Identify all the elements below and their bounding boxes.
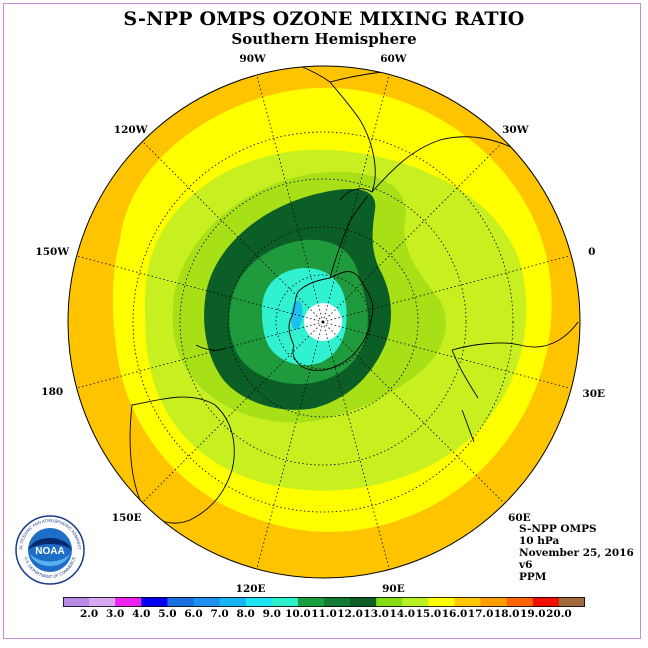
- info-instrument: S-NPP OMPS: [519, 523, 597, 535]
- color-scale-swatch: [454, 597, 482, 607]
- longitude-label: 150W: [35, 245, 70, 258]
- color-scale-swatch: [245, 597, 273, 607]
- noaa-logo: NOAA NATIONAL OCEANIC AND ATMOSPHERIC AD…: [14, 514, 85, 585]
- color-scale-label: 5.0: [158, 608, 177, 620]
- color-scale-swatch: [350, 597, 377, 607]
- color-scale-swatch: [193, 597, 221, 607]
- meridian-line: [322, 321, 571, 389]
- latitude-circle: [227, 226, 419, 418]
- meridian-line: [322, 255, 571, 323]
- color-scale-swatch: [297, 597, 325, 607]
- longitude-label: 180: [41, 386, 64, 399]
- color-scale-label: 17.0: [467, 608, 494, 620]
- info-date: November 25, 2016: [519, 547, 634, 559]
- color-scale-swatch: [324, 597, 351, 607]
- longitude-label: 90E: [382, 582, 405, 595]
- meridian-line: [141, 321, 324, 504]
- meridian-line: [75, 255, 324, 323]
- info-version: v6: [519, 559, 533, 571]
- color-scale-swatch: [219, 597, 247, 607]
- map-subtitle: Southern Hemisphere: [231, 30, 417, 48]
- longitude-label: 30E: [582, 388, 606, 401]
- color-scale-swatch: [376, 597, 403, 607]
- contour-cyan: [262, 268, 347, 366]
- globe-border: [67, 65, 581, 579]
- color-scale-swatch: [167, 597, 194, 607]
- longitude-label: 90W: [239, 53, 266, 66]
- longitude-label: 120W: [113, 123, 148, 136]
- figure-frame: [3, 3, 641, 639]
- meridian-line: [322, 321, 390, 570]
- info-units: PPM: [519, 571, 547, 583]
- color-scale-label: 13.0: [363, 608, 389, 620]
- meridian-line: [322, 321, 505, 504]
- meridian-line: [322, 140, 505, 323]
- color-scale-swatch: [63, 597, 90, 607]
- color-scale-swatch: [402, 597, 429, 607]
- color-scale-label: 16.0: [441, 608, 468, 620]
- latitude-circle: [275, 274, 371, 370]
- color-scale-label: 10.0: [285, 608, 311, 620]
- color-scale-label: 6.0: [184, 608, 203, 620]
- color-scale-swatch: [428, 597, 455, 607]
- color-scale-swatch: [141, 597, 168, 607]
- color-scale-swatch: [532, 597, 560, 607]
- info-pressure: 10 hPa: [519, 535, 560, 547]
- longitude-label: 150E: [111, 512, 142, 525]
- color-scale-swatch: [558, 597, 585, 607]
- meridian-line: [256, 321, 324, 570]
- longitude-label: 120E: [235, 582, 266, 595]
- color-scale-label: 11.0: [311, 608, 337, 620]
- longitude-label: 60W: [380, 53, 407, 66]
- longitude-label: 60E: [508, 512, 531, 525]
- color-scale-swatch: [506, 597, 534, 607]
- latitude-circle: [179, 178, 467, 466]
- meridian-line: [256, 74, 324, 323]
- color-scale-swatch: [115, 597, 142, 607]
- color-scale-swatch: [271, 597, 299, 607]
- color-scale-label: 12.0: [337, 608, 363, 620]
- longitude-label: 0: [588, 245, 596, 258]
- meridian-line: [322, 74, 390, 323]
- longitude-label: 30W: [502, 123, 529, 136]
- latitude-circle: [132, 131, 514, 513]
- color-scale-label: 19.0: [520, 608, 546, 620]
- color-scale-label: 4.0: [132, 608, 151, 620]
- color-scale-label: 15.0: [415, 608, 442, 620]
- graticule: [75, 74, 571, 570]
- color-scale-label: 9.0: [262, 608, 281, 620]
- color-scale-label: 18.0: [493, 608, 520, 620]
- color-scale-label: 2.0: [79, 608, 99, 620]
- meridian-line: [75, 321, 324, 389]
- meridian-line: [141, 140, 324, 323]
- color-scale-swatch: [480, 597, 508, 607]
- color-scale-label: 3.0: [106, 608, 125, 620]
- logo-text: NOAA: [35, 546, 64, 557]
- color-scale-label: 7.0: [210, 608, 229, 620]
- map-title: S-NPP OMPS OZONE MIXING RATIO: [123, 8, 525, 30]
- color-scale-label: 20.0: [546, 608, 572, 620]
- color-scale-label: 14.0: [389, 608, 416, 620]
- color-scale-bar: [63, 597, 585, 607]
- color-scale-swatch: [89, 597, 116, 607]
- color-scale-label: 8.0: [236, 608, 255, 620]
- info-panel: S-NPP OMPS 10 hPa November 25, 2016 v6 P…: [519, 523, 634, 583]
